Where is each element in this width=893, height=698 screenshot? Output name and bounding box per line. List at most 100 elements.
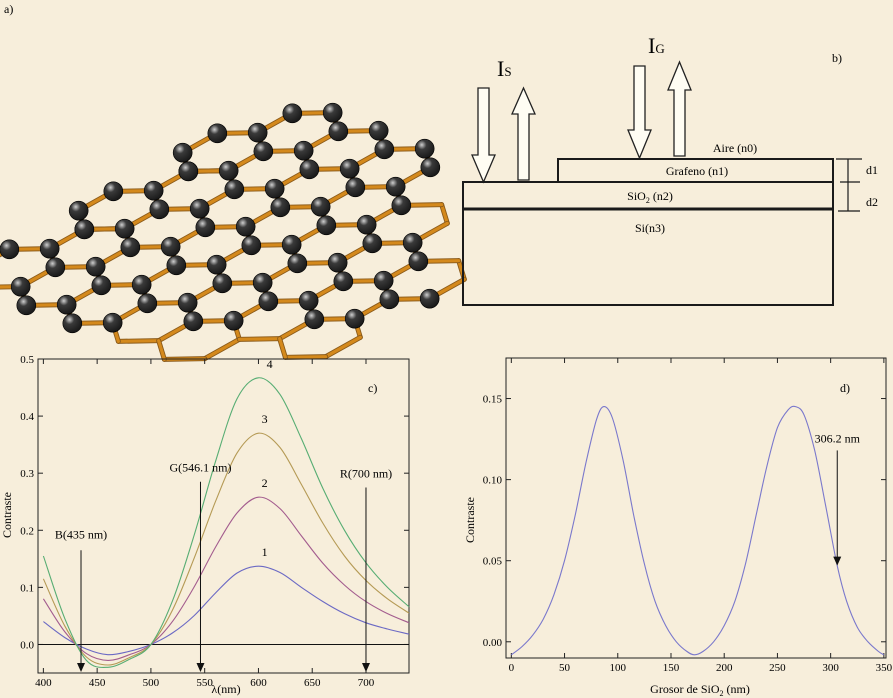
contrast-thickness-chart: 0 50 100 150 200 250 300 350 0.00 0.05 0.10 0.15 30…	[463, 357, 893, 698]
x-tick-label: 50	[559, 662, 571, 674]
carbon-atom	[103, 181, 124, 202]
lattice-atoms	[0, 102, 441, 334]
carbon-atom	[91, 275, 112, 296]
x-tick-label: 550	[196, 677, 213, 689]
is-reflected-arrow	[511, 86, 536, 181]
d1-marker	[836, 158, 862, 183]
carbon-atom	[281, 234, 302, 255]
carbon-atom	[56, 294, 77, 315]
x-tick-label: 100	[610, 662, 627, 674]
carbon-atom	[252, 272, 273, 293]
y-tick-label: 0.05	[483, 556, 503, 568]
carbon-atom	[385, 176, 406, 197]
carbon-atom	[333, 271, 354, 292]
d1-label: d1	[866, 163, 878, 177]
x-tick-label: 450	[89, 677, 106, 689]
carbon-bond	[324, 335, 362, 359]
y-tick-label: 0.00	[483, 637, 503, 649]
carbon-atom	[270, 197, 291, 218]
carbon-atom	[85, 256, 106, 277]
carbon-atom	[304, 309, 325, 330]
sio2-layer-label: SiO2 (n2)	[627, 189, 673, 205]
x-tick-label: 650	[304, 677, 321, 689]
carbon-atom	[339, 158, 360, 179]
carbon-atom	[299, 159, 320, 180]
series-line-1	[510, 405, 885, 656]
x-tick-label: 250	[769, 662, 786, 674]
carbon-atom	[166, 255, 187, 276]
ig-reflected-arrow	[667, 60, 692, 157]
y-tick-label: 0.3	[20, 468, 34, 480]
series-line-3	[42, 432, 410, 666]
carbon-atom	[419, 288, 440, 309]
chart-c-series	[42, 377, 410, 668]
carbon-atom	[177, 292, 198, 313]
chart-d-ticks: 0 50 100 150 200 250 300 350 0.00 0.05 0.10 0.15	[483, 358, 893, 674]
y-tick-label: 0.1	[20, 582, 34, 594]
y-tick-label: 0.10	[483, 475, 503, 487]
chart-c-ticks: 400 450 500 550 600 650 700 0.0 0.1 0.2 0.3 0.4 0.5	[20, 354, 409, 689]
carbon-atom	[114, 218, 135, 239]
air-layer-label: Aire (n0)	[713, 141, 757, 155]
carbon-atom	[298, 290, 319, 311]
carbon-atom	[207, 123, 228, 144]
chart-c-xlabel: λ(nm)	[211, 682, 240, 696]
ig-incident-arrow	[627, 65, 652, 160]
carbon-bond	[237, 337, 282, 341]
contrast-wavelength-chart: 400 450 500 550 600 650 7000.00.10.20.30.40.5 …	[0, 354, 410, 696]
series-line-2	[42, 496, 410, 661]
carbon-atom	[241, 235, 262, 256]
carbon-atom	[102, 312, 123, 333]
x-tick-label: 300	[822, 662, 839, 674]
curve-label-4: 4	[267, 357, 273, 371]
series-line-4	[42, 377, 410, 668]
y-tick-label: 0.2	[20, 525, 34, 537]
carbon-atom	[178, 161, 199, 182]
carbon-atom	[379, 289, 400, 310]
carbon-atom	[322, 102, 343, 123]
carbon-atom	[402, 232, 423, 253]
carbon-bond	[278, 337, 287, 359]
carbon-atom	[356, 214, 377, 235]
carbon-atom	[131, 274, 152, 295]
carbon-atom	[287, 253, 308, 274]
carbon-bond	[283, 355, 328, 359]
carbon-atom	[391, 195, 412, 216]
carbon-atom	[368, 120, 389, 141]
wavelength-arrowhead-red	[361, 663, 370, 672]
carbon-atom	[195, 217, 216, 238]
carbon-atom	[223, 310, 244, 331]
carbon-atom	[212, 273, 233, 294]
chart-d-ylabel: Contraste	[463, 497, 477, 543]
carbon-atom	[172, 142, 193, 163]
carbon-atom	[373, 270, 394, 291]
carbon-atom	[374, 139, 395, 160]
carbon-atom	[293, 140, 314, 161]
is-label: IS	[497, 56, 512, 81]
carbon-atom	[344, 308, 365, 329]
carbon-atom	[160, 236, 181, 257]
carbon-atom	[137, 293, 158, 314]
carbon-atom	[149, 199, 170, 220]
ig-label: IG	[648, 33, 665, 58]
carbon-bond	[440, 203, 449, 225]
wavelength-label-blue: B(435 nm)	[55, 527, 107, 541]
chart-d-xlabel: Grosor de SiO2 (nm)	[650, 682, 750, 698]
wavelength-label-green: G(546.1 nm)	[169, 461, 231, 475]
carbon-atom	[68, 200, 89, 221]
si-layer-label: Si(n3)	[635, 221, 665, 235]
carbon-atom	[327, 252, 348, 273]
y-tick-label: 0.0	[20, 639, 34, 651]
wavelength-label-red: R(700 nm)	[340, 466, 392, 480]
wavelength-arrowhead-blue	[77, 663, 86, 672]
x-tick-label: 600	[250, 677, 267, 689]
x-tick-label: 200	[716, 662, 733, 674]
x-tick-label: 400	[35, 677, 52, 689]
carbon-atom	[120, 237, 141, 258]
curve-label-1: 1	[262, 545, 268, 559]
curve-label-2: 2	[262, 476, 268, 490]
carbon-atom	[258, 291, 279, 312]
wavelength-arrowhead-green	[196, 663, 205, 672]
